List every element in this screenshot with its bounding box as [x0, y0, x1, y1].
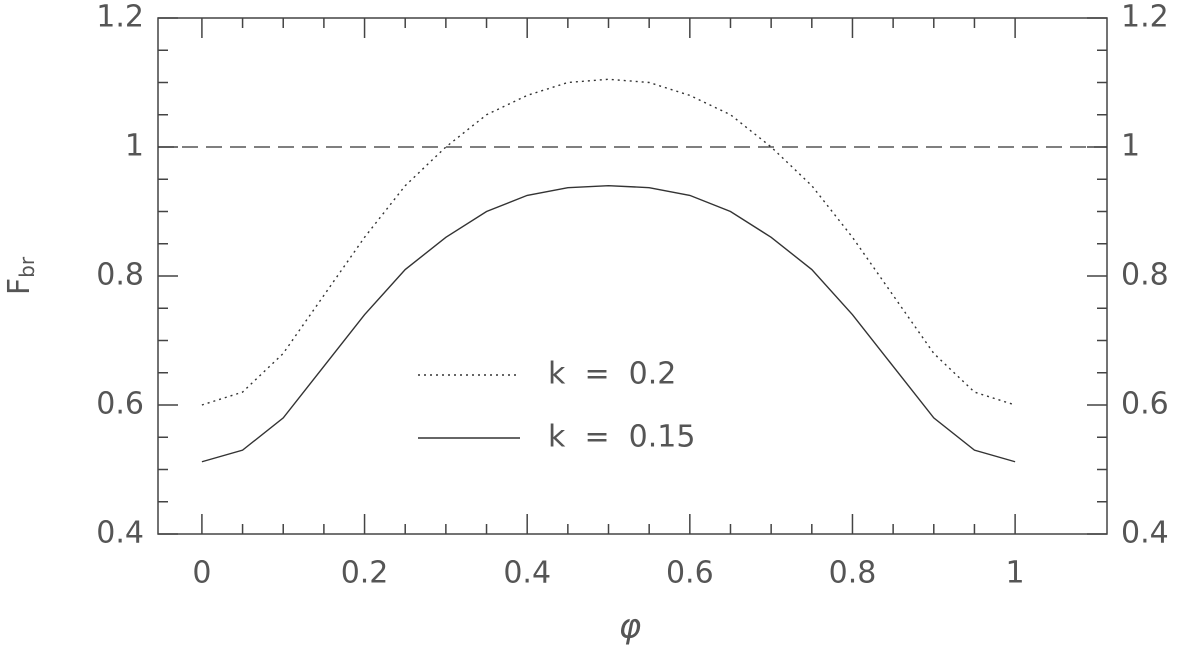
y2-tick-label: 1 [1121, 129, 1140, 164]
y-tick-label: 0.8 [96, 258, 144, 293]
y-tick-label: 0.6 [96, 387, 144, 422]
y-tick-label: 0.4 [96, 516, 144, 551]
y-axis-label: Fbr [2, 256, 39, 295]
x-tick-label: 0.6 [666, 556, 714, 591]
legend-label: k = 0.15 [548, 420, 695, 455]
series-line [201, 184, 1016, 463]
y2-tick-label: 0.4 [1121, 516, 1169, 551]
legend-label: k = 0.2 [548, 357, 676, 392]
y-tick-label: 1 [125, 129, 144, 164]
x-tick-label: 0.8 [829, 556, 877, 591]
y2-tick-label: 0.8 [1121, 258, 1169, 293]
y-axis-label-sub: br [15, 256, 39, 278]
x-tick-label: 0 [192, 556, 211, 591]
y2-tick-label: 0.6 [1121, 387, 1169, 422]
x-tick-label: 1 [1006, 556, 1025, 591]
x-axis-label: φ [619, 607, 642, 647]
x-tick-label: 0.2 [341, 556, 389, 591]
series-line [201, 78, 1016, 406]
plot-frame [157, 17, 1108, 535]
y-axis-label-main: F [2, 278, 37, 295]
y2-tick-label: 1.2 [1121, 0, 1169, 35]
x-tick-label: 0.4 [503, 556, 551, 591]
y-tick-label: 1.2 [96, 0, 144, 35]
